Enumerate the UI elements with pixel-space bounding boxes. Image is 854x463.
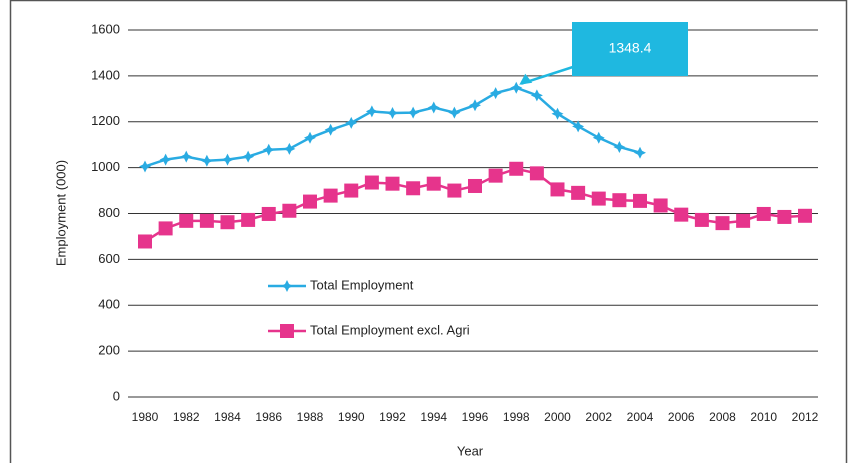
x-tick-label: 1982 [173,410,200,424]
x-tick-label: 1980 [132,410,159,424]
marker [591,191,606,206]
marker [323,188,338,203]
marker [426,176,441,191]
marker [612,193,627,208]
marker [179,213,194,228]
x-tick-label: 1984 [214,410,241,424]
x-tick-label: 1990 [338,410,365,424]
marker [468,178,482,193]
marker [241,212,256,227]
annotation-arrowhead [519,73,533,85]
marker [159,153,172,166]
marker [592,131,605,144]
marker [489,87,502,100]
marker [139,160,151,173]
x-tick-label: 2010 [750,410,777,424]
marker [385,176,400,191]
marker [550,182,565,197]
marker [324,123,337,136]
marker [364,175,379,190]
marker [551,107,564,120]
marker [345,116,358,129]
legend-marker [280,324,294,338]
marker [365,105,378,118]
marker [199,213,214,228]
marker [715,216,730,231]
marker [180,150,193,163]
annotation-text: 1348.4 [609,40,652,56]
marker [572,120,585,133]
x-tick-label: 2000 [544,410,571,424]
marker [386,107,399,120]
legend-marker [281,280,293,292]
y-tick-label: 1600 [91,21,120,36]
y-tick-label: 1000 [91,159,120,174]
x-tick-label: 1992 [379,410,406,424]
marker [777,209,792,224]
x-axis-label: Year [457,443,484,458]
series-line [144,86,641,168]
marker [261,206,276,221]
marker [407,106,420,119]
marker [303,194,317,209]
marker [756,206,771,221]
marker [447,183,462,198]
marker [448,106,461,119]
marker [406,181,421,196]
marker [530,89,543,102]
marker [674,207,689,222]
x-tick-label: 1988 [297,410,324,424]
marker [798,208,812,223]
legend-label: Total Employment excl. Agri [310,322,470,337]
marker [282,203,297,218]
marker [427,101,440,114]
marker [242,150,255,163]
y-tick-label: 200 [98,343,120,358]
x-tick-label: 1986 [255,410,282,424]
annotation-box [572,22,688,76]
marker [283,142,296,155]
marker [509,161,524,176]
marker [510,81,523,94]
y-tick-label: 400 [98,297,120,312]
marker [529,166,544,181]
marker [158,221,173,236]
marker [138,234,152,249]
marker [736,213,751,228]
marker [694,212,709,227]
marker [469,99,481,112]
x-tick-label: 2008 [709,410,736,424]
y-axis-label: Employment (000) [53,160,68,266]
x-tick-label: 1996 [462,410,489,424]
x-tick-label: 2002 [585,410,612,424]
marker [220,215,235,230]
marker [344,183,359,198]
marker [653,198,668,213]
marker [221,153,234,166]
marker [633,193,647,208]
x-tick-label: 1998 [503,410,530,424]
x-tick-label: 1994 [420,410,447,424]
marker [200,154,213,167]
frame [9,0,848,463]
y-tick-label: 0 [113,388,120,403]
marker [488,168,503,183]
x-tick-label: 2004 [627,410,654,424]
marker [613,140,626,153]
marker [634,146,646,159]
marker [262,143,275,156]
x-tick-label: 2006 [668,410,695,424]
legend-label: Total Employment [310,277,414,292]
y-tick-label: 800 [98,205,120,220]
y-tick-label: 1200 [91,113,120,128]
marker [304,131,316,144]
x-tick-label: 2012 [792,410,819,424]
y-tick-label: 600 [98,251,120,266]
y-tick-label: 1400 [91,67,120,82]
marker [571,185,586,200]
